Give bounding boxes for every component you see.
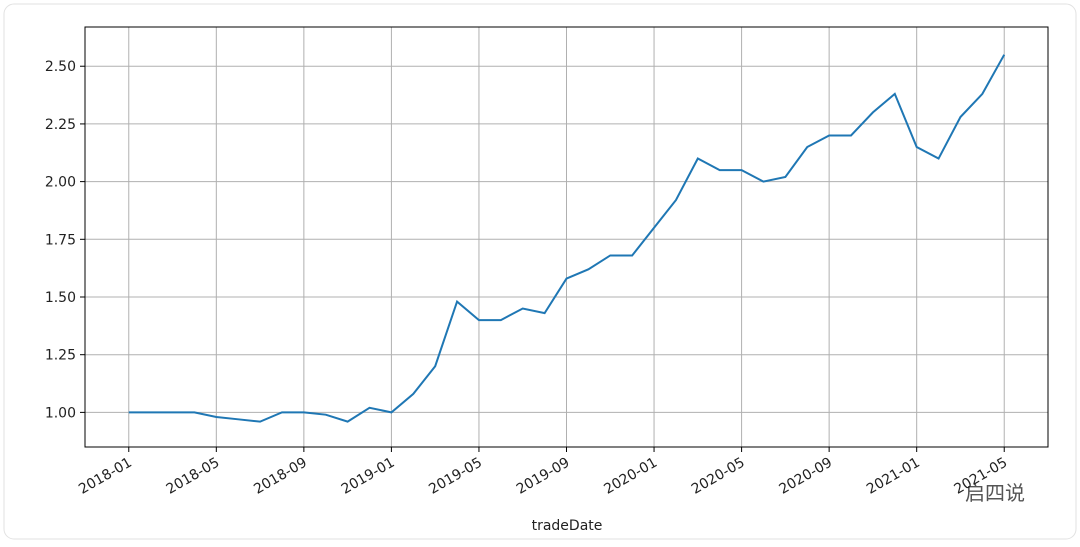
data-line bbox=[128, 54, 1006, 423]
y-tick-label: 2.50 bbox=[45, 59, 76, 75]
plot-area bbox=[84, 26, 1049, 448]
y-tick-label: 1.50 bbox=[45, 290, 76, 306]
watermark: 启四说 bbox=[965, 481, 1025, 505]
y-tick-label: 2.25 bbox=[45, 117, 76, 133]
y-tick-label: 2.00 bbox=[45, 175, 76, 191]
y-tick-label: 1.25 bbox=[45, 348, 76, 364]
y-tick-label: 1.75 bbox=[45, 232, 76, 248]
x-axis-label: tradeDate bbox=[532, 518, 603, 534]
frame bbox=[3, 3, 1077, 540]
y-tick-label: 1.00 bbox=[45, 405, 76, 421]
